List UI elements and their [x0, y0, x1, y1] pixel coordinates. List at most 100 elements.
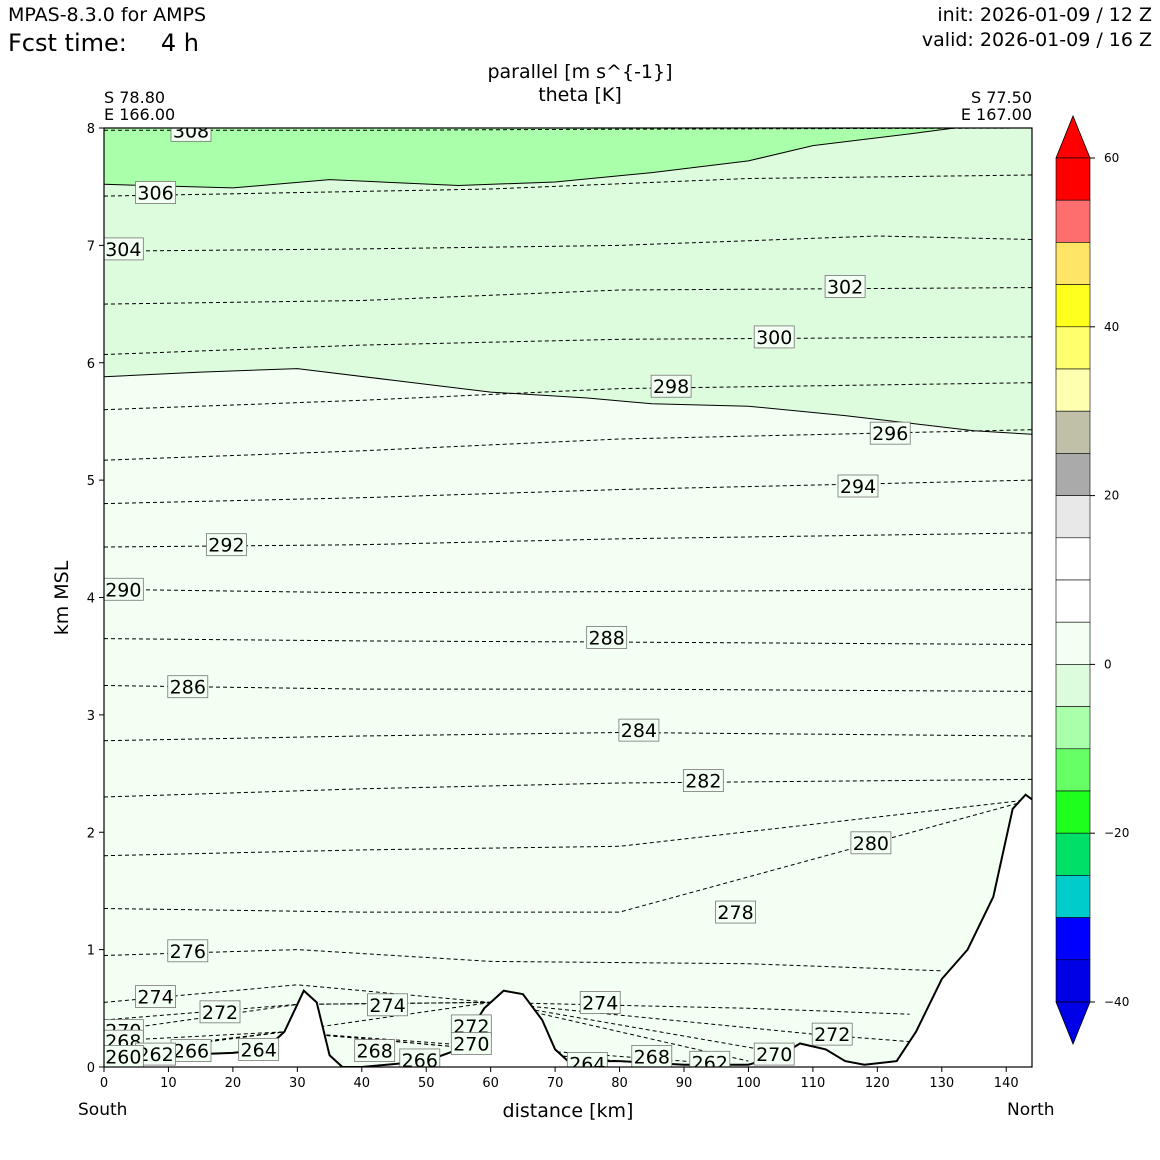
y-tick-label: 2	[87, 826, 95, 841]
theta-label-inline-268: 268	[357, 1041, 393, 1063]
colorbar-segment	[1055, 875, 1091, 918]
theta-label-296-box	[869, 421, 911, 445]
colorbar-segment	[1055, 790, 1091, 834]
wind-region-strong	[104, 128, 955, 188]
theta-contour-282	[104, 778, 1032, 798]
init-time: init: 2026-01-09 / 12 Z	[937, 4, 1152, 26]
theta-label-inline-268-box	[354, 1039, 396, 1062]
right-endpoint-lon: E 167.00	[960, 105, 1032, 124]
theta-label-286: 286	[170, 677, 206, 699]
x-tick-label: 70	[547, 1076, 564, 1091]
theta-label-284: 284	[621, 720, 657, 742]
theta-label-304: 304	[105, 239, 141, 261]
x-tick-label: 50	[418, 1076, 435, 1091]
theta-label-inline-266: 266	[402, 1050, 438, 1072]
colorbar-tick-label: −40	[1104, 995, 1129, 1009]
colorbar-segment	[1055, 495, 1091, 539]
colorbar-segment	[1055, 917, 1091, 961]
colorbar-segment	[1055, 326, 1091, 370]
theta-label-264: 264	[241, 1039, 277, 1061]
theta-label-274-box	[135, 985, 176, 1008]
theta-label-inline-264: 264	[569, 1053, 605, 1075]
left-endpoint-lon: E 166.00	[104, 105, 176, 124]
wind-contour-line	[104, 368, 1032, 435]
x-tick-label: 140	[994, 1076, 1019, 1091]
plot-title-line2: theta [K]	[538, 84, 622, 106]
theta-label-266: 266	[173, 1041, 209, 1063]
theta-label-302-box	[824, 275, 866, 298]
theta-label-inline-262: 262	[692, 1052, 728, 1074]
colorbar-tick-label: −20	[1104, 826, 1129, 840]
theta-label-288: 288	[589, 627, 625, 649]
theta-contour-300	[104, 336, 1032, 355]
colorbar-segment	[1055, 959, 1091, 1003]
theta-label-262: 262	[137, 1044, 173, 1066]
theta-contour-306	[104, 174, 1032, 197]
north-end-label: North	[1007, 1100, 1055, 1120]
x-tick-label: 100	[736, 1076, 761, 1091]
theta-label-308: 308	[173, 120, 209, 142]
theta-contour-288	[104, 638, 1032, 645]
colorbar-tick-label: 0	[1104, 657, 1112, 671]
x-tick-label: 110	[800, 1076, 825, 1091]
theta-label-298-box	[650, 374, 692, 398]
theta-label-300: 300	[756, 327, 792, 349]
theta-label-282-box	[682, 769, 724, 793]
theta-label-272: 272	[202, 1002, 238, 1024]
colorbar-segment	[1055, 748, 1091, 792]
theta-label-inline-262-box	[689, 1050, 731, 1067]
colorbar-tick-label: 20	[1104, 489, 1119, 503]
theta-label-inline-260: 260	[105, 1046, 141, 1068]
theta-label-inline-274-box	[579, 991, 621, 1014]
theta-label-274: 274	[137, 987, 173, 1009]
theta-contour-278	[104, 798, 1032, 913]
colorbar-segment	[1055, 368, 1091, 412]
theta-contour-304	[104, 235, 1032, 252]
colorbar-segment	[1055, 199, 1091, 243]
theta-contour-280	[104, 798, 1032, 857]
x-axis-label: distance [km]	[502, 1100, 634, 1122]
x-tick-label: 40	[354, 1076, 371, 1091]
colorbar-segment	[1055, 242, 1091, 285]
theta-label-306: 306	[137, 183, 173, 205]
forecast-time-value: 4 h	[160, 29, 199, 57]
theta-contour-276	[104, 949, 942, 972]
theta-label-inline-268-box	[631, 1045, 673, 1067]
theta-label-294: 294	[840, 476, 876, 498]
x-tick-label: 120	[865, 1076, 890, 1091]
valid-time: valid: 2026-01-09 / 16 Z	[921, 29, 1152, 51]
theta-label-272-box	[199, 1000, 241, 1024]
theta-label-264-box	[238, 1037, 280, 1061]
y-tick-label: 4	[87, 592, 95, 607]
theta-contour-290	[104, 588, 1032, 594]
theta-label-inline-266-box	[399, 1048, 441, 1067]
colorbar-segment	[1055, 410, 1091, 454]
forecast-time-label: Fcst time:	[8, 29, 127, 57]
terrain-line	[104, 793, 1032, 1067]
theta-label-308-box	[170, 128, 212, 142]
theta-label-278-box	[715, 900, 756, 924]
y-tick-label: 1	[87, 944, 95, 959]
theta-label-306-box	[135, 181, 176, 204]
y-tick-label: 0	[87, 1061, 95, 1076]
south-end-label: South	[78, 1100, 128, 1120]
theta-label-inline-264-box	[566, 1052, 608, 1067]
theta-label-284-box	[618, 718, 660, 742]
colorbar-segment	[1055, 664, 1091, 707]
theta-label-inline-270-box	[753, 1042, 795, 1066]
y-tick-label: 7	[87, 239, 95, 254]
colorbar-extend-bottom	[1055, 1001, 1091, 1046]
theta-contour-294	[104, 479, 1032, 505]
theta-contour-284	[104, 731, 1032, 742]
theta-label-298: 298	[653, 376, 689, 398]
theta-label-290-box	[104, 577, 144, 601]
theta-label-294-box	[837, 474, 879, 498]
theta-label-302: 302	[827, 276, 863, 298]
forecast-time: Fcst time: 4 h	[8, 29, 199, 57]
theta-contour-298	[104, 382, 1032, 411]
left-endpoint-lat: S 78.80	[104, 88, 166, 107]
colorbar-segment	[1055, 579, 1091, 623]
model-title: MPAS-8.3.0 for AMPS	[8, 4, 207, 26]
theta-label-inline-260-box	[104, 1045, 144, 1067]
